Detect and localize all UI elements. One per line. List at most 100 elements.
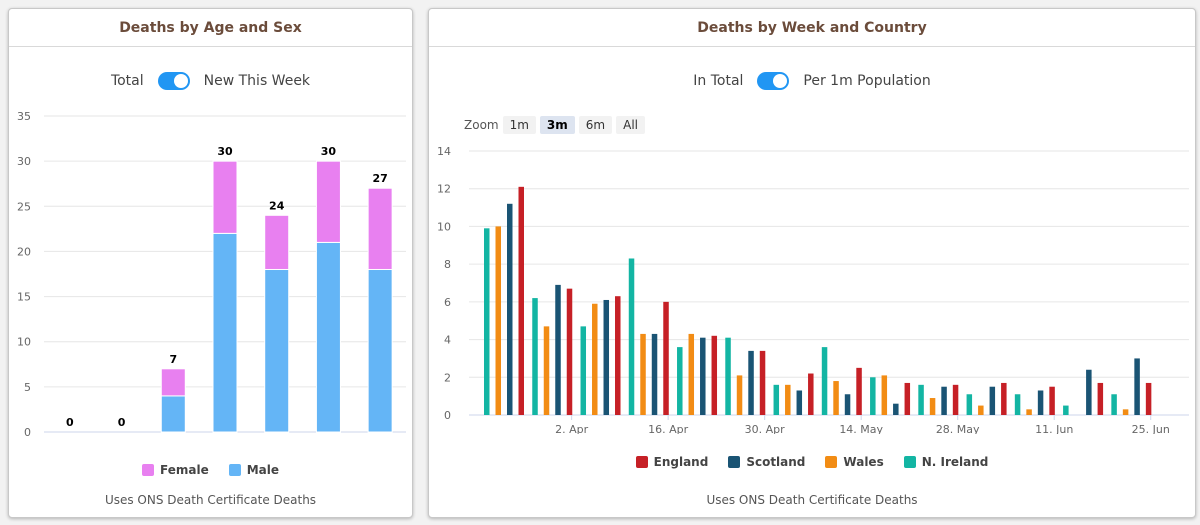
bar-n-ireland (580, 326, 587, 415)
y-tick-label: 6 (444, 296, 451, 309)
x-tick-label: 14. May (839, 423, 883, 434)
bar-n-ireland (1014, 394, 1021, 415)
y-tick-label: 20 (17, 245, 31, 258)
bar-england (904, 382, 911, 415)
total-per-million-toggle[interactable] (757, 72, 790, 90)
total-new-week-toggle[interactable] (157, 72, 190, 90)
legend-item-n-ireland[interactable]: N. Ireland (903, 455, 989, 469)
bar-n-ireland (677, 347, 683, 415)
y-tick-label: 12 (437, 183, 451, 196)
age-sex-legend: Female Male (9, 463, 412, 477)
toggle-per-million-label[interactable]: Per 1m Population (803, 73, 931, 89)
legend-item-female[interactable]: Female (142, 463, 209, 477)
bar-england (1001, 382, 1007, 415)
zoom-all-button[interactable]: All (616, 116, 645, 134)
age-sex-footnote: Uses ONS Death Certificate Deaths (104, 493, 317, 507)
bar-scotland (651, 333, 658, 415)
age-sex-chart: 0 5 10 15 20 25 30 35 Under 1 0 1-14 0 15-44 7 45-64 30… (17, 110, 406, 439)
zoom-6m-button[interactable]: 6m (578, 116, 613, 134)
toggle-knob (773, 74, 788, 88)
zoom-3m-button[interactable]: 3m (539, 116, 575, 134)
y-tick-label: 5 (24, 381, 31, 394)
bar-wales (929, 398, 936, 415)
total-label: 30 (217, 145, 233, 158)
bar-wales (543, 326, 550, 415)
bar-wales (881, 375, 888, 415)
age-sex-panel: Deaths by Age and Sex Total New This Wee… (8, 8, 413, 518)
legend-item-scotland[interactable]: Scotland (728, 455, 805, 469)
bar-n-ireland (628, 258, 635, 415)
bar-scotland (893, 403, 899, 415)
bar-n-ireland (532, 298, 538, 415)
total-label: 7 (169, 353, 177, 366)
toggle-new-week-label[interactable]: New This Week (203, 73, 311, 89)
bar-wales (785, 384, 791, 415)
week-country-legend: England Scotland Wales N. Ireland (429, 455, 1195, 469)
y-tick-label: 35 (17, 110, 31, 123)
bar-n-ireland (821, 347, 828, 415)
x-tick-label: 1-14 (109, 437, 134, 439)
legend-label: Male (246, 463, 279, 477)
zoom-1m-button[interactable]: 1m (502, 116, 536, 134)
x-tick-label: 15-44 (157, 437, 189, 439)
bar-scotland (989, 386, 996, 415)
legend-label: Wales (843, 455, 884, 469)
bar-england (566, 288, 573, 415)
x-tick-label: 65-74 (261, 437, 293, 439)
bar-male (212, 232, 238, 433)
bar-england (759, 350, 766, 415)
toggle-in-total-label[interactable]: In Total (693, 73, 744, 89)
legend-item-male[interactable]: Male (228, 463, 279, 477)
bar-female (315, 160, 341, 243)
week-country-panel-title: Deaths by Week and Country (429, 9, 1195, 47)
x-tick-label: 16. Apr (648, 423, 688, 434)
y-tick-label: 10 (437, 220, 451, 233)
legend-swatch (903, 456, 916, 468)
legend-label: Scotland (746, 455, 806, 469)
toggle-total-label[interactable]: Total (110, 73, 144, 89)
x-tick-label: 11. Jun (1035, 423, 1073, 434)
y-tick-label: 14 (437, 145, 451, 158)
bar-wales (833, 381, 839, 415)
bar-wales (495, 226, 501, 415)
x-tick-label: 2. Apr (555, 423, 588, 434)
bar-female (212, 160, 238, 234)
week-country-footnote: Uses ONS Death Certificate Deaths (706, 493, 918, 507)
bar-scotland (796, 390, 803, 415)
bar-wales (978, 405, 984, 415)
bar-male (367, 268, 393, 433)
y-tick-label: 4 (444, 334, 451, 347)
legend-swatch (635, 456, 648, 468)
legend-swatch (728, 456, 741, 468)
y-tick-label: 0 (444, 409, 451, 422)
y-tick-label: 25 (17, 200, 31, 213)
bar-male (160, 395, 186, 433)
bar-n-ireland (484, 228, 490, 415)
legend-label: England (653, 455, 709, 469)
bar-female (264, 214, 290, 270)
y-tick-label: 10 (17, 336, 31, 349)
age-sex-panel-title: Deaths by Age and Sex (9, 9, 412, 47)
legend-swatch (228, 464, 241, 476)
total-label: 27 (372, 172, 387, 185)
bar-scotland (1134, 358, 1140, 415)
bar-england (615, 296, 621, 415)
total-label: 0 (66, 416, 74, 429)
week-country-toggle-row: In Total Per 1m Population (429, 69, 1195, 93)
legend-item-wales[interactable]: Wales (825, 455, 884, 469)
age-sex-toggle-row: Total New This Week (9, 69, 412, 93)
y-tick-label: 8 (444, 258, 451, 271)
bar-scotland (700, 337, 706, 415)
x-tick-label: 45-64 (209, 437, 241, 439)
legend-item-england[interactable]: England (635, 455, 709, 469)
bar-scotland (603, 299, 610, 415)
bar-n-ireland (966, 394, 973, 415)
bar-england (711, 335, 718, 415)
bar-scotland (1037, 390, 1044, 415)
y-tick-label: 15 (17, 291, 31, 304)
bar-wales (1122, 409, 1129, 415)
bar-england (518, 186, 524, 415)
bar-scotland (1086, 369, 1092, 415)
bar-female (160, 368, 186, 397)
legend-label: N. Ireland (921, 455, 989, 469)
